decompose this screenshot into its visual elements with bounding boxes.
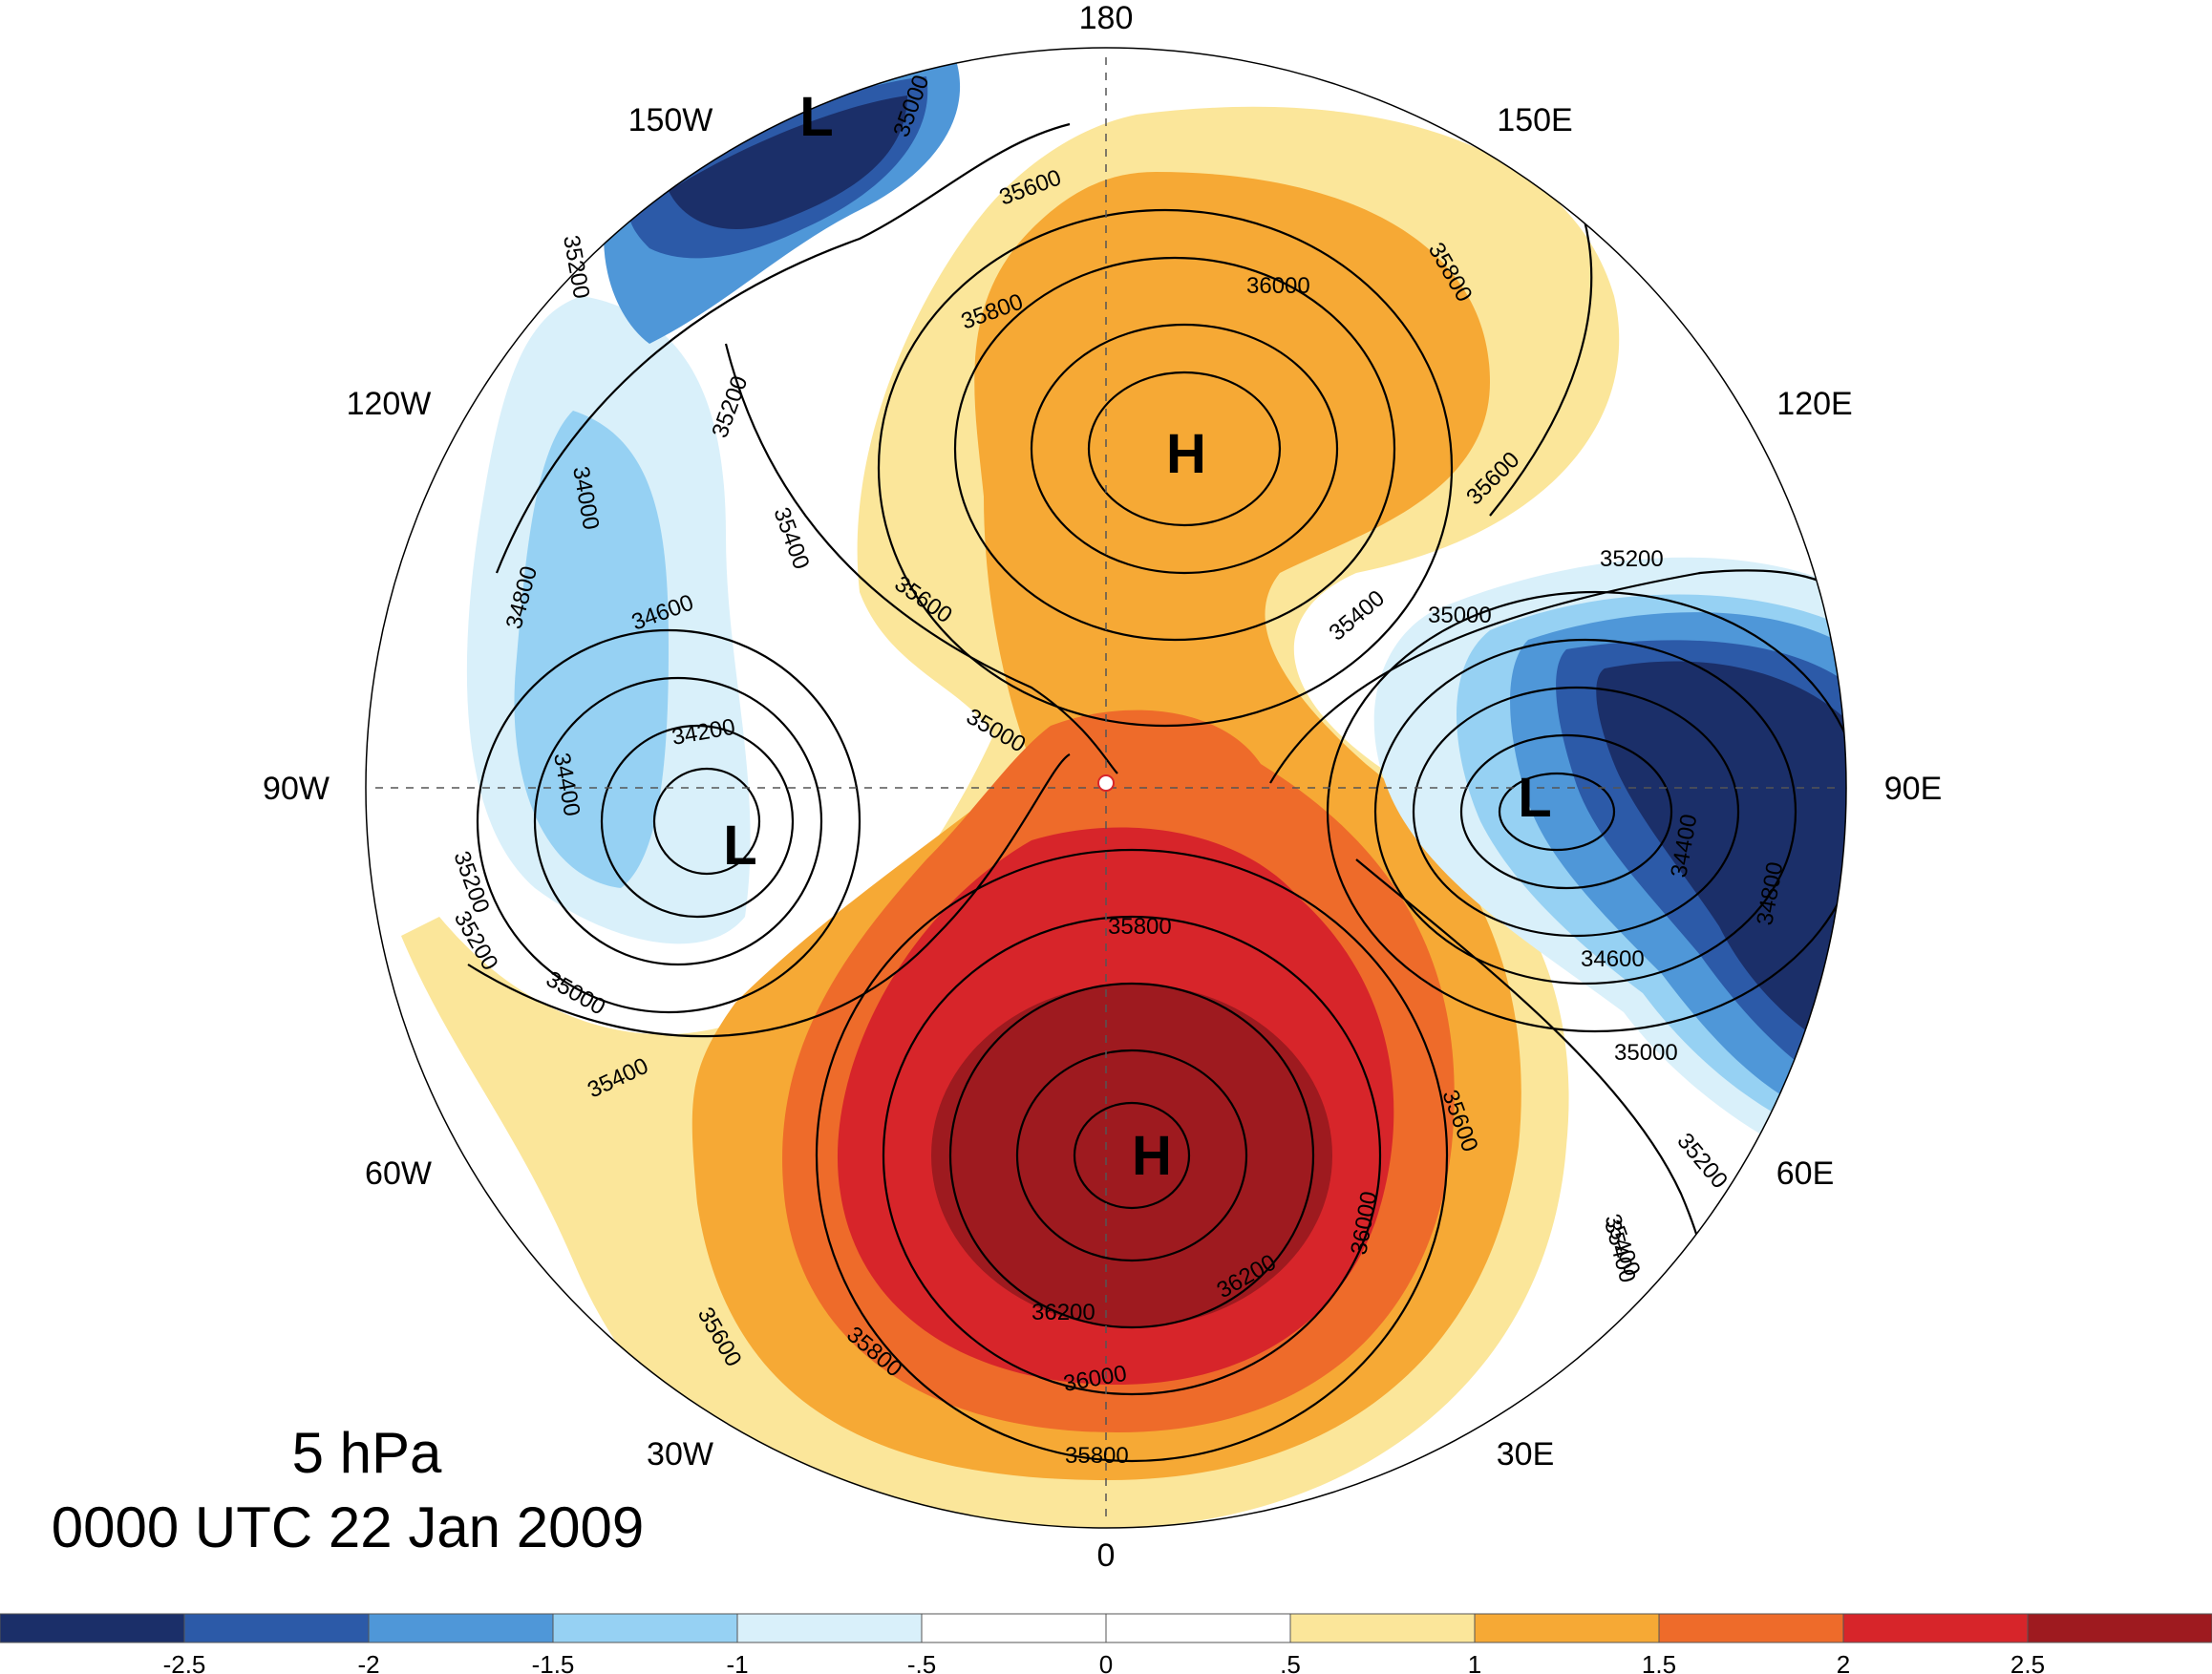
colorbar-tick-label: 0 (1099, 1650, 1113, 1674)
valid-time-label: 0000 UTC 22 Jan 2009 (52, 1495, 644, 1559)
contour-label: 35000 (1428, 603, 1492, 628)
lon-label-30e: 30E (1497, 1436, 1555, 1473)
colorbar-swatch (921, 1613, 1107, 1643)
pressure-level-label: 5 hPa (292, 1421, 442, 1485)
colorbar-tick-label: -2 (357, 1650, 379, 1674)
lon-label-90w: 90W (263, 771, 330, 807)
lon-label-60e: 60E (1776, 1155, 1835, 1192)
colorbar-tick-label: 1.5 (1642, 1650, 1676, 1674)
colorbar-swatch (0, 1613, 185, 1643)
lon-label-60w: 60W (365, 1155, 432, 1192)
contour-label: 35200 (1600, 546, 1664, 572)
lon-label-180: 180 (1079, 0, 1134, 36)
pole-marker (1097, 774, 1115, 792)
high-center-label: H (1166, 423, 1206, 485)
colorbar-swatch (552, 1613, 738, 1643)
lon-label-150w: 150W (628, 102, 713, 138)
colorbar-swatch (1658, 1613, 1844, 1643)
lon-label-30w: 30W (647, 1436, 713, 1473)
colorbar-tick-label: -2.5 (163, 1650, 206, 1674)
contour-label: 35800 (1065, 1443, 1129, 1469)
colorbar-swatch (2027, 1613, 2212, 1643)
colorbar-tick-label: -1.5 (532, 1650, 575, 1674)
colorbar-swatch (368, 1613, 554, 1643)
contour-label: 36000 (1246, 273, 1310, 299)
pressure-centers: H H L L L (723, 86, 1551, 1187)
colorbar-swatch (1105, 1613, 1291, 1643)
map-boundary (365, 47, 1847, 1529)
colorbar (0, 1613, 2212, 1643)
colorbar-tick-label: 1 (1468, 1650, 1481, 1674)
colorbar-tick-labels: -2.5 -2 -1.5 -1 -.5 0 .5 1 1.5 2 2.5 (163, 1650, 2045, 1674)
colorbar-tick-label: -1 (726, 1650, 748, 1674)
contour-label: 35800 (1108, 914, 1172, 940)
colorbar-swatch (736, 1613, 923, 1643)
height-contours (467, 122, 1846, 1463)
high-center-label: H (1132, 1125, 1172, 1187)
colorbar-tick-label: 2 (1837, 1650, 1850, 1674)
colorbar-swatch (1289, 1613, 1476, 1643)
lon-label-0: 0 (1097, 1537, 1116, 1574)
contour-label: 36200 (1032, 1300, 1095, 1325)
low-center-label: L (1518, 767, 1551, 829)
contour-label: 35000 (1614, 1040, 1678, 1066)
colorbar-tick-label: 2.5 (2010, 1650, 2045, 1674)
colorbar-swatch (1474, 1613, 1660, 1643)
longitude-labels: 180 150E 120E 90E 60E 30E 0 30W 60W 90W … (263, 0, 1942, 1574)
lon-label-90e: 90E (1884, 771, 1943, 807)
colorbar-swatch (1842, 1613, 2029, 1643)
low-center-label: L (723, 815, 756, 877)
colorbar-tick-label: .5 (1280, 1650, 1301, 1674)
lon-label-150e: 150E (1497, 102, 1572, 138)
lon-label-120w: 120W (347, 386, 432, 422)
lon-label-120e: 120E (1776, 386, 1852, 422)
low-center-label: L (799, 86, 833, 148)
colorbar-swatch (183, 1613, 370, 1643)
contour-label: 34600 (1581, 946, 1645, 972)
colorbar-tick-label: -.5 (907, 1650, 936, 1674)
